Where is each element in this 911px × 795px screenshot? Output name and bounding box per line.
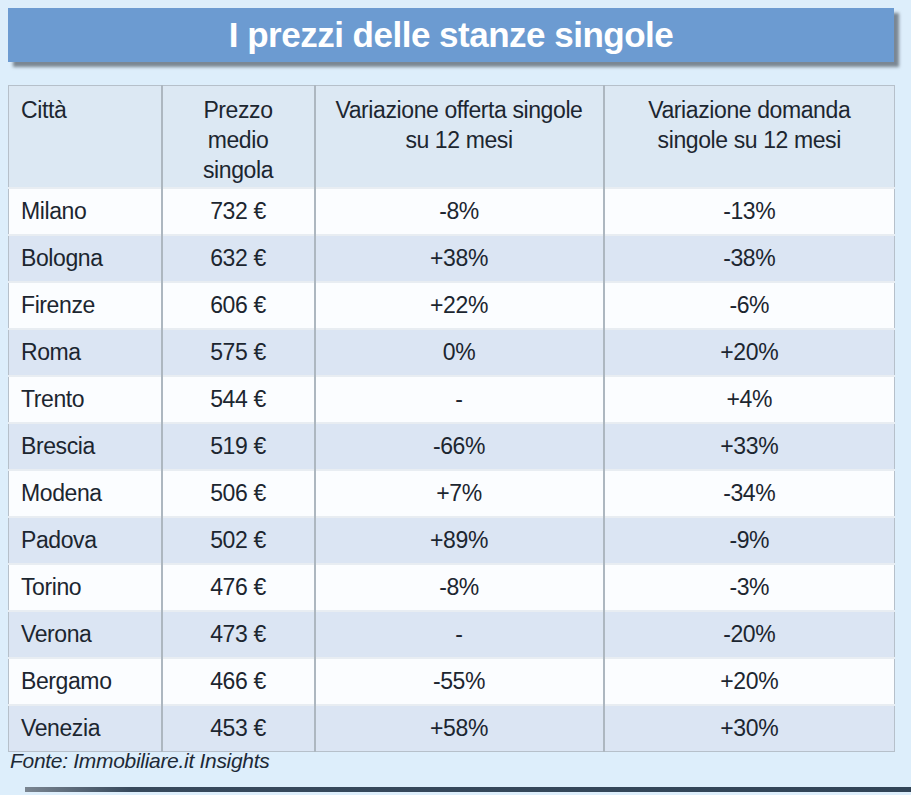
price-cell: 519 € xyxy=(162,423,315,470)
source-note: Fonte: Immobiliare.it Insights xyxy=(10,749,269,773)
demand-variation-cell: +33% xyxy=(604,423,895,470)
table-row: Modena506 €+7%-34% xyxy=(9,470,895,517)
demand-variation-cell: -3% xyxy=(604,564,895,611)
price-cell: 732 € xyxy=(162,188,315,235)
offer-variation-cell: -8% xyxy=(315,564,604,611)
table-row: Verona473 €--20% xyxy=(9,611,895,658)
city-cell: Firenze xyxy=(9,282,162,329)
demand-variation-cell: -38% xyxy=(604,235,895,282)
table-row: Bergamo466 €-55%+20% xyxy=(9,658,895,705)
demand-variation-cell: +30% xyxy=(604,705,895,752)
page-title: I prezzi delle stanze singole xyxy=(229,15,674,55)
city-cell: Bologna xyxy=(9,235,162,282)
price-cell: 606 € xyxy=(162,282,315,329)
city-cell: Brescia xyxy=(9,423,162,470)
demand-variation-cell: -9% xyxy=(604,517,895,564)
price-cell: 575 € xyxy=(162,329,315,376)
offer-variation-cell: +38% xyxy=(315,235,604,282)
city-cell: Trento xyxy=(9,376,162,423)
city-cell: Milano xyxy=(9,188,162,235)
offer-variation-cell: +89% xyxy=(315,517,604,564)
offer-variation-cell: +7% xyxy=(315,470,604,517)
bottom-edge-bar xyxy=(25,787,911,792)
city-cell: Venezia xyxy=(9,705,162,752)
demand-variation-cell: -13% xyxy=(604,188,895,235)
table-row: Milano732 €-8%-13% xyxy=(9,188,895,235)
city-cell: Verona xyxy=(9,611,162,658)
city-cell: Padova xyxy=(9,517,162,564)
offer-variation-cell: - xyxy=(315,376,604,423)
table-header-row: CittàPrezzo medio singolaVariazione offe… xyxy=(9,86,895,189)
price-cell: 506 € xyxy=(162,470,315,517)
table-row: Padova502 €+89%-9% xyxy=(9,517,895,564)
city-cell: Modena xyxy=(9,470,162,517)
table-row: Venezia453 €+58%+30% xyxy=(9,705,895,752)
offer-variation-cell: -8% xyxy=(315,188,604,235)
offer-variation-cell: +58% xyxy=(315,705,604,752)
table-row: Brescia519 €-66%+33% xyxy=(9,423,895,470)
demand-variation-cell: +20% xyxy=(604,329,895,376)
offer-variation-cell: - xyxy=(315,611,604,658)
city-cell: Torino xyxy=(9,564,162,611)
price-cell: 453 € xyxy=(162,705,315,752)
offer-variation-cell: 0% xyxy=(315,329,604,376)
city-cell: Roma xyxy=(9,329,162,376)
infographic-single-room-prices: { "title_bar": { "title": "I prezzi dell… xyxy=(0,0,911,795)
column-header-price: Prezzo medio singola xyxy=(162,86,315,189)
city-cell: Bergamo xyxy=(9,658,162,705)
column-header-offer-variation: Variazione offerta singole su 12 mesi xyxy=(315,86,604,189)
demand-variation-cell: -6% xyxy=(604,282,895,329)
offer-variation-cell: -55% xyxy=(315,658,604,705)
demand-variation-cell: -34% xyxy=(604,470,895,517)
table-row: Roma575 €0%+20% xyxy=(9,329,895,376)
price-cell: 466 € xyxy=(162,658,315,705)
table-body: Milano732 €-8%-13%Bologna632 €+38%-38%Fi… xyxy=(9,188,895,752)
price-cell: 544 € xyxy=(162,376,315,423)
offer-variation-cell: +22% xyxy=(315,282,604,329)
price-cell: 632 € xyxy=(162,235,315,282)
column-header-demand-variation: Variazione domanda singole su 12 mesi xyxy=(604,86,895,189)
price-cell: 502 € xyxy=(162,517,315,564)
demand-variation-cell: +20% xyxy=(604,658,895,705)
table-row: Torino476 €-8%-3% xyxy=(9,564,895,611)
title-bar: I prezzi delle stanze singole xyxy=(8,8,894,62)
table-row: Trento544 €-+4% xyxy=(9,376,895,423)
demand-variation-cell: +4% xyxy=(604,376,895,423)
offer-variation-cell: -66% xyxy=(315,423,604,470)
demand-variation-cell: -20% xyxy=(604,611,895,658)
price-cell: 473 € xyxy=(162,611,315,658)
column-header-city: Città xyxy=(9,86,162,189)
single-room-prices-table: CittàPrezzo medio singolaVariazione offe… xyxy=(8,85,895,752)
table-row: Bologna632 €+38%-38% xyxy=(9,235,895,282)
price-cell: 476 € xyxy=(162,564,315,611)
table-row: Firenze606 €+22%-6% xyxy=(9,282,895,329)
